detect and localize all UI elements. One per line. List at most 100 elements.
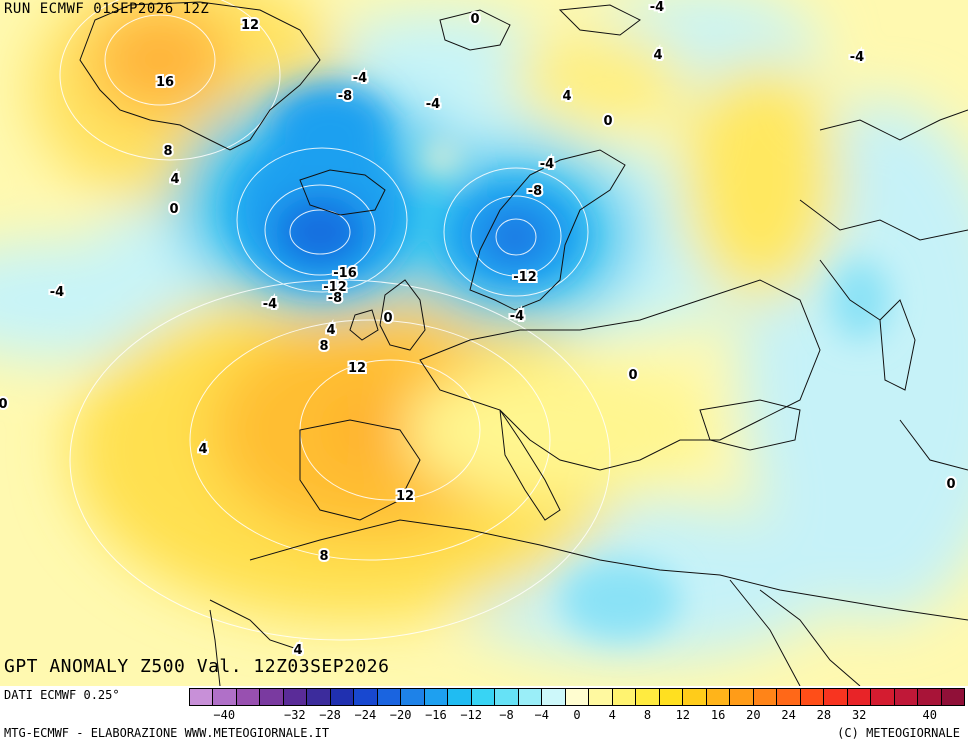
scale-tick-label: 8	[643, 708, 652, 722]
map-title: GPT ANOMALY Z500 Val. 12Z03SEP2026	[4, 656, 390, 677]
scale-cell	[495, 689, 519, 705]
scale-tick-label: 20	[746, 708, 761, 722]
scale-tick-label: −28	[319, 708, 341, 722]
contour-label: 0	[946, 477, 955, 492]
scale-cell	[565, 689, 590, 705]
scale-cell	[236, 689, 261, 705]
scale-tick-label: −8	[499, 708, 514, 722]
scale-cell	[706, 689, 731, 705]
color-scale-ticks: −40 −32 −28 −24 −20 −16 −12 −8 −4 0 4 8 12 16 20 24 28 32…	[189, 708, 965, 724]
scale-cell	[401, 689, 425, 705]
scale-tick-label: −24	[354, 708, 377, 722]
scale-tick-label: 12	[675, 708, 691, 722]
scale-tick-label: 40	[922, 708, 937, 722]
scale-tick-label: 0	[573, 708, 581, 722]
run-title: RUN ECMWF 01SEP2026 12Z	[4, 1, 210, 17]
contour-label: -8	[528, 184, 542, 199]
scale-cell	[307, 689, 331, 705]
contour-label: 12	[348, 361, 366, 376]
contour-label: -4	[50, 285, 64, 300]
contour-label: 8	[319, 339, 328, 354]
scale-cell	[871, 689, 895, 705]
scale-cell	[518, 689, 543, 705]
contour-label: 12	[396, 489, 414, 504]
contour-label: 4	[562, 89, 571, 104]
scale-tick-label: 16	[710, 708, 726, 722]
scale-cell	[847, 689, 872, 705]
scale-cell	[636, 689, 660, 705]
contour-label: 4	[170, 172, 179, 187]
contour-label: 0	[603, 114, 612, 129]
contour-label: 0	[628, 368, 637, 383]
contour-label-layer: 12 0-44 -416 -4-8-440840-4-8-16-12-8-12-4-4…	[0, 0, 958, 660]
scale-tick-label: −16	[425, 708, 447, 722]
scale-cell	[894, 689, 919, 705]
scale-cell	[777, 689, 801, 705]
scale-cell	[213, 689, 237, 705]
contour-label: 8	[319, 549, 328, 564]
scale-tick-label: −4	[534, 708, 549, 722]
scale-tick-label: 28	[816, 708, 832, 722]
contour-label: -4	[263, 297, 277, 312]
scale-cell	[824, 689, 848, 705]
contour-label: -4	[850, 50, 864, 65]
scale-cell	[683, 689, 707, 705]
scale-cell	[424, 689, 449, 705]
contour-label: 0	[0, 397, 8, 412]
contour-label: 12	[241, 18, 259, 33]
footer: DATI ECMWF 0.25° −40 −32 −28 −24 −20 −16 −12 −8…	[0, 686, 968, 745]
contour-label: 4	[326, 323, 335, 338]
scale-cell	[918, 689, 942, 705]
contour-label: 4	[653, 48, 662, 63]
contour-label: -4	[650, 0, 664, 15]
scale-cell	[800, 689, 825, 705]
contour-label: -4	[353, 71, 367, 86]
color-scale	[189, 688, 965, 706]
contour-label: -4	[426, 97, 440, 112]
scale-tick-label: 24	[781, 708, 796, 722]
scale-cell	[354, 689, 378, 705]
scale-cell	[753, 689, 778, 705]
scale-cell	[730, 689, 754, 705]
contour-label: -16	[333, 266, 357, 281]
credit-left: MTG-ECMWF - ELABORAZIONE WWW.METEOGIORNA…	[4, 726, 330, 740]
coastlines	[79, 1, 968, 686]
anomaly-cores	[230, 85, 890, 640]
scale-tick-label: −12	[460, 708, 483, 722]
contour-label: 4	[198, 442, 207, 457]
scale-cell	[260, 689, 284, 705]
scale-cell	[659, 689, 684, 705]
contour-label: 0	[169, 202, 178, 217]
scale-tick-label: −32	[283, 708, 306, 722]
scale-cell	[612, 689, 637, 705]
scale-tick-label: −40	[213, 708, 236, 722]
scale-cell	[941, 689, 964, 705]
contour-label: 16	[156, 75, 174, 90]
contour-label: -4	[540, 157, 554, 172]
contour-label: -12	[323, 280, 347, 295]
contour-label: 0	[383, 311, 392, 326]
scale-cell	[330, 689, 355, 705]
contour-label: -8	[338, 89, 352, 104]
contour-label: -12	[513, 270, 537, 285]
contour-label: -8	[328, 291, 342, 306]
credit-right: (C) METEOGIORNALE	[837, 726, 960, 740]
scale-cell	[448, 689, 472, 705]
map-canvas: 12 0-44 -416 -4-8-440840-4-8-16-12-8-12-4-4…	[0, 0, 968, 686]
contour-label: 4	[293, 643, 302, 658]
isolines	[59, 0, 611, 641]
anomaly-map: 12 0 -4 4 -4 16 -4 -8 -4 4 0 8 4 0 -4 -8 -16 -12 -8 -12 -4 -4…	[0, 0, 968, 686]
scale-cell	[190, 689, 214, 705]
scale-cell	[589, 689, 613, 705]
scale-cell	[471, 689, 496, 705]
scale-tick-label: 32	[851, 708, 867, 722]
contour-label: 8	[163, 144, 172, 159]
scale-cell	[283, 689, 308, 705]
anomaly-field	[0, 0, 968, 660]
contour-label: 0	[470, 12, 479, 27]
data-source: DATI ECMWF 0.25°	[4, 688, 120, 702]
contour-label: -4	[510, 309, 524, 324]
scale-tick-label: 4	[608, 708, 616, 722]
scale-cell	[542, 689, 566, 705]
scale-tick-label: −20	[389, 708, 412, 722]
